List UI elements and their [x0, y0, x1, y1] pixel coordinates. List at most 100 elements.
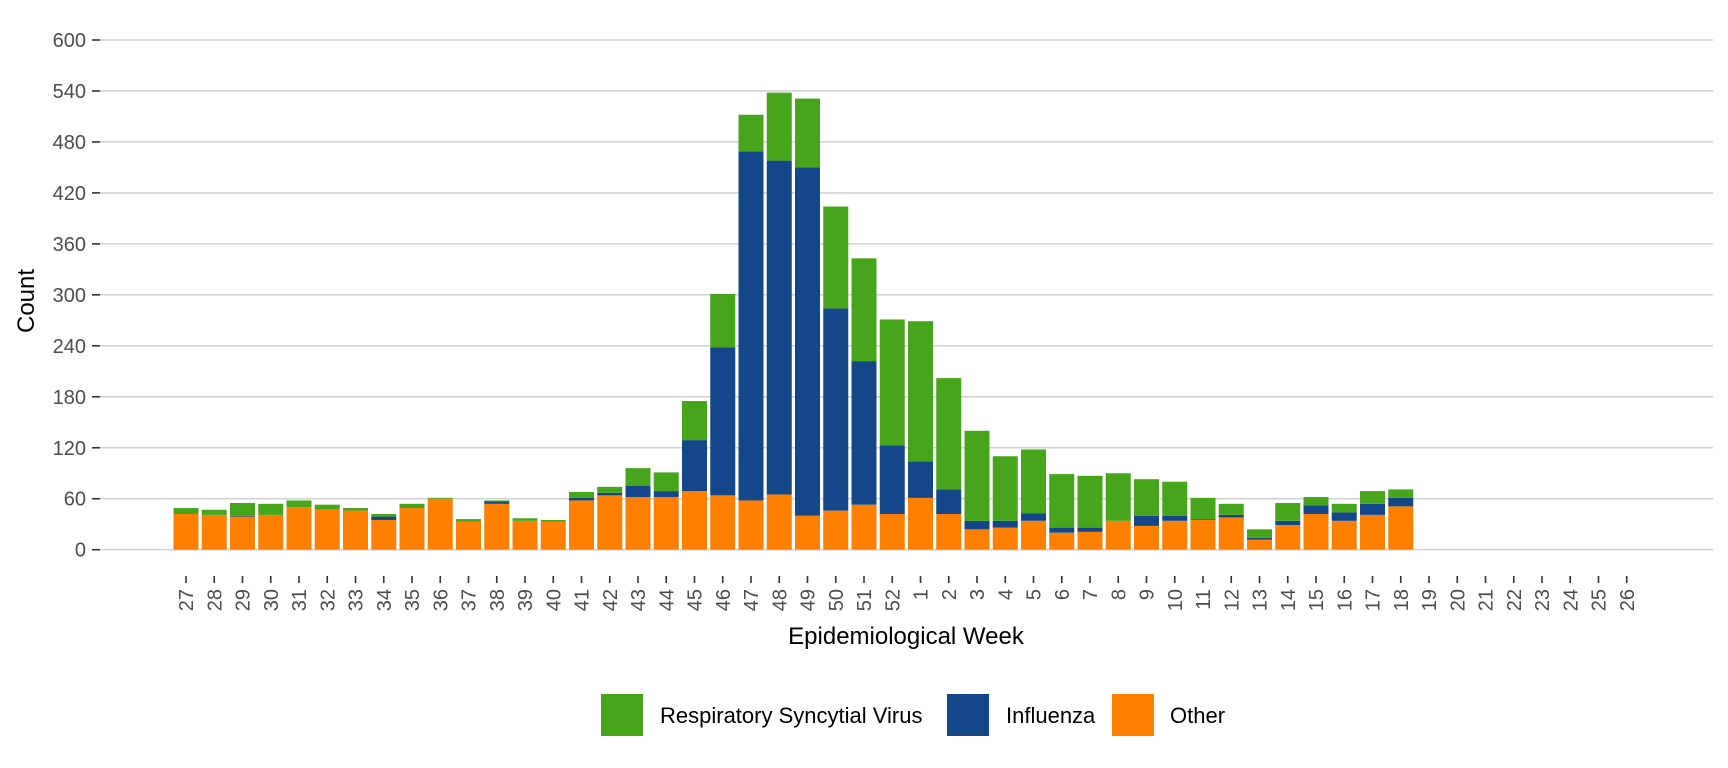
x-tick-label: 39: [515, 589, 537, 611]
bar-other-week-10: [1162, 520, 1188, 550]
bar-respiratory-syncytial-virus-week-9: [1134, 479, 1159, 516]
bar-other-week-38: [484, 503, 510, 550]
bar-other-week-17: [1360, 514, 1385, 550]
bar-respiratory-syncytial-virus-week-30: [258, 503, 284, 515]
bar-influenza-week-38: [484, 501, 510, 504]
bar-other-week-33: [343, 510, 368, 550]
x-tick-label: 34: [374, 589, 396, 611]
y-tick-label: 480: [53, 132, 86, 154]
x-tick-label: 23: [1532, 589, 1554, 611]
y-tick-label: 600: [53, 30, 86, 52]
bar-influenza-week-5: [1021, 513, 1046, 521]
bar-respiratory-syncytial-virus-week-32: [314, 504, 340, 510]
bar-influenza-week-9: [1134, 515, 1159, 526]
bar-other-week-36: [427, 498, 453, 550]
bar-respiratory-syncytial-virus-week-2: [936, 378, 962, 490]
x-tick-label: 41: [572, 589, 594, 611]
bar-other-week-50: [823, 510, 849, 550]
x-tick-label: 29: [233, 589, 255, 611]
y-axis-title: Count: [13, 269, 40, 333]
bar-respiratory-syncytial-virus-week-49: [795, 98, 820, 168]
bar-influenza-week-13: [1247, 537, 1272, 540]
y-tick-label: 540: [53, 81, 86, 103]
legend-item: Other: [1112, 694, 1225, 736]
bar-influenza-week-15: [1303, 505, 1329, 515]
bar-influenza-week-42: [597, 492, 623, 496]
bar-respiratory-syncytial-virus-week-12: [1218, 503, 1244, 515]
bar-respiratory-syncytial-virus-week-43: [625, 468, 651, 486]
bar-other-week-39: [512, 520, 538, 550]
legend-key: [947, 694, 989, 736]
bar-other-week-8: [1105, 520, 1131, 550]
bar-respiratory-syncytial-virus-week-34: [371, 514, 397, 517]
bar-respiratory-syncytial-virus-week-15: [1303, 497, 1329, 506]
bar-influenza-week-16: [1331, 512, 1357, 521]
legend-label: Influenza: [1006, 703, 1096, 728]
y-tick-label: 180: [53, 387, 86, 409]
y-tick-label: 240: [53, 336, 86, 358]
bar-other-week-15: [1303, 514, 1329, 550]
bar-influenza-week-18: [1388, 497, 1414, 507]
bar-other-week-4: [992, 527, 1018, 550]
y-tick-label: 420: [53, 183, 86, 205]
bar-respiratory-syncytial-virus-week-14: [1275, 502, 1301, 521]
x-tick-label: 51: [854, 589, 876, 611]
bar-other-week-30: [258, 514, 284, 550]
legend-item: Influenza: [947, 694, 1096, 736]
x-tick-label: 52: [882, 589, 904, 611]
x-tick-label: 47: [741, 589, 763, 611]
bar-influenza-week-48: [766, 160, 792, 495]
y-tick-label: 300: [53, 285, 86, 307]
bar-respiratory-syncytial-virus-week-48: [766, 92, 792, 161]
x-tick-label: 40: [543, 589, 565, 611]
bar-influenza-week-41: [569, 497, 594, 501]
bar-respiratory-syncytial-virus-week-37: [456, 519, 481, 522]
x-tick-label: 22: [1504, 589, 1526, 611]
x-tick-label: 11: [1193, 589, 1215, 610]
bar-other-week-40: [540, 521, 566, 550]
legend-key: [1112, 694, 1154, 736]
bar-respiratory-syncytial-virus-week-38: [484, 500, 510, 502]
x-tick-label: 4: [995, 589, 1017, 600]
x-tick-label: 8: [1108, 589, 1130, 600]
bar-respiratory-syncytial-virus-week-28: [201, 509, 227, 515]
x-tick-label: 30: [261, 589, 283, 611]
bar-other-week-34: [371, 519, 397, 550]
bar-influenza-week-49: [795, 167, 820, 516]
x-tick-label: 44: [656, 589, 678, 611]
bar-respiratory-syncytial-virus-week-17: [1360, 491, 1385, 504]
bar-respiratory-syncytial-virus-week-18: [1388, 489, 1414, 498]
bar-respiratory-syncytial-virus-week-31: [286, 500, 312, 508]
x-tick-label: 15: [1306, 589, 1328, 611]
x-tick-label: 32: [317, 589, 339, 611]
x-tick-label: 7: [1080, 589, 1102, 600]
bar-respiratory-syncytial-virus-week-46: [710, 294, 736, 348]
bar-respiratory-syncytial-virus-week-8: [1105, 473, 1131, 521]
bar-influenza-week-12: [1218, 514, 1244, 518]
y-tick-label: 120: [53, 438, 86, 460]
x-axis-title: Epidemiological Week: [788, 623, 1025, 650]
bar-influenza-week-14: [1275, 520, 1301, 526]
bar-influenza-week-50: [823, 308, 849, 511]
bar-other-week-44: [653, 497, 679, 550]
bar-influenza-week-44: [653, 491, 679, 498]
x-tick-label: 20: [1447, 589, 1469, 611]
bar-other-week-41: [569, 500, 594, 550]
bar-other-week-2: [936, 514, 962, 550]
bar-other-week-51: [851, 504, 877, 550]
bar-other-week-14: [1275, 525, 1301, 550]
bar-other-week-52: [879, 514, 905, 550]
bar-respiratory-syncytial-virus-week-5: [1021, 449, 1046, 514]
bar-other-week-12: [1218, 517, 1244, 550]
bar-influenza-week-17: [1360, 503, 1385, 515]
bar-respiratory-syncytial-virus-week-33: [343, 508, 368, 511]
x-tick-label: 2: [939, 589, 961, 600]
bar-respiratory-syncytial-virus-week-45: [682, 401, 707, 441]
bar-respiratory-syncytial-virus-week-35: [399, 503, 425, 509]
bar-influenza-week-3: [964, 520, 990, 530]
x-tick-label: 9: [1137, 589, 1159, 600]
bar-influenza-week-43: [625, 485, 651, 498]
x-tick-label: 24: [1560, 589, 1582, 611]
legend: Respiratory Syncytial Virus Influenza Othe…: [601, 694, 1225, 736]
